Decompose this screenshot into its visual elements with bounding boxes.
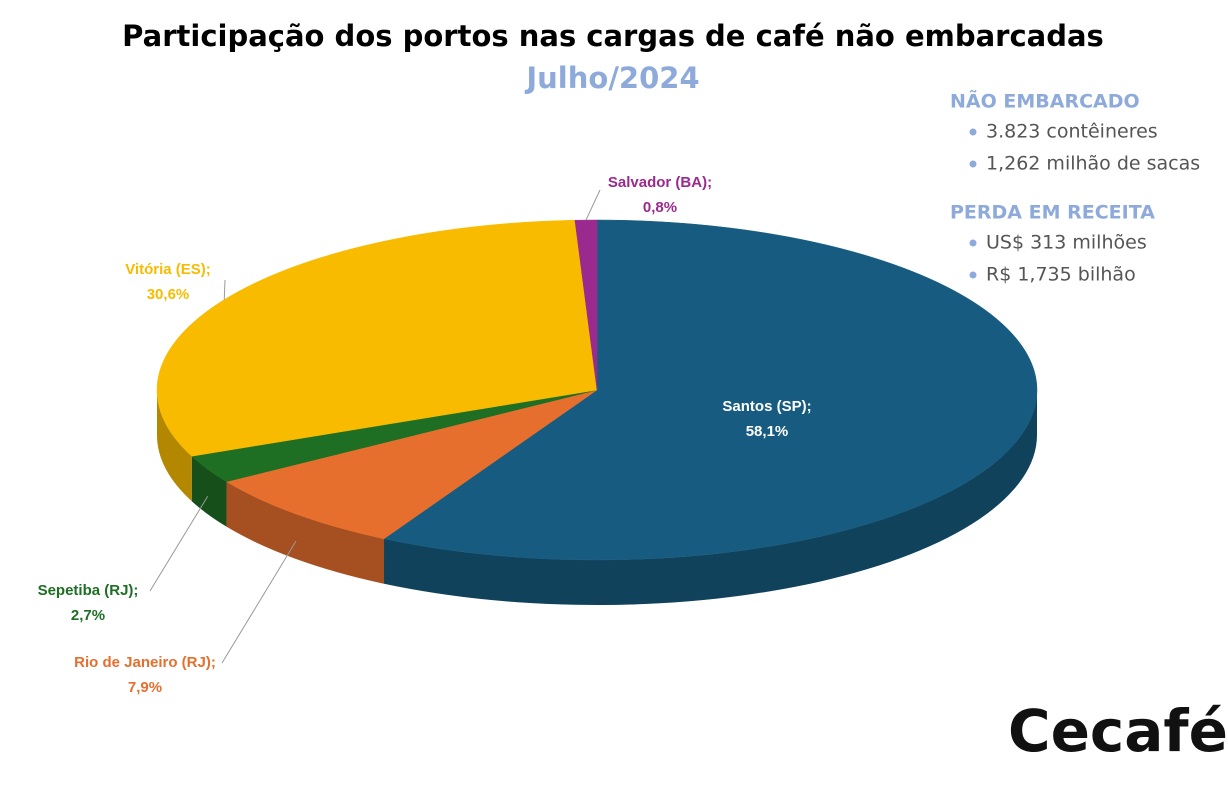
panel-item: R$ 1,735 bilhão bbox=[986, 264, 1136, 286]
slice bbox=[156, 219, 598, 457]
info-panel: NÃO EMBARCADO 3.823 contêineres 1,262 milh… bbox=[950, 89, 1200, 286]
data-label-value: 2,7% bbox=[71, 607, 105, 624]
slice bbox=[383, 219, 1038, 561]
panel-item: 3.823 contêineres bbox=[986, 121, 1158, 143]
panel-heading: NÃO EMBARCADO bbox=[950, 89, 1140, 113]
bullet bbox=[969, 160, 977, 168]
leader-line bbox=[585, 189, 601, 221]
logo: Cecafé bbox=[1008, 697, 1228, 765]
pie bbox=[156, 219, 1038, 606]
bullet bbox=[969, 239, 977, 247]
panel-heading: PERDA EM RECEITA bbox=[950, 202, 1155, 224]
data-label-value: 58,1% bbox=[746, 423, 789, 440]
slice bbox=[225, 389, 598, 540]
data-label-name: Vitória (ES); bbox=[125, 261, 211, 278]
slice-side bbox=[157, 390, 192, 502]
slice-side bbox=[226, 481, 385, 584]
data-label-name: Rio de Janeiro (RJ); bbox=[74, 654, 216, 671]
data-label-value: 7,9% bbox=[128, 679, 162, 696]
panel-item: US$ 313 milhões bbox=[986, 232, 1147, 254]
slice-side bbox=[191, 456, 227, 527]
leader-line bbox=[221, 540, 297, 664]
leader-line bbox=[223, 279, 226, 300]
chart-title: Participação dos portos nas cargas de ca… bbox=[122, 19, 1104, 53]
bullet bbox=[969, 271, 977, 279]
data-label-name: Salvador (BA); bbox=[608, 174, 712, 191]
data-label-name: Santos (SP); bbox=[722, 398, 811, 415]
chart-subtitle: Julho/2024 bbox=[524, 61, 699, 95]
data-label-name: Sepetiba (RJ); bbox=[38, 582, 139, 599]
panel-item: 1,262 milhão de sacas bbox=[986, 153, 1200, 175]
data-label-value: 30,6% bbox=[147, 286, 190, 303]
slice-side bbox=[384, 390, 1037, 606]
leader-line bbox=[149, 495, 209, 592]
data-label-value: 0,8% bbox=[643, 199, 677, 216]
bullet bbox=[969, 128, 977, 136]
